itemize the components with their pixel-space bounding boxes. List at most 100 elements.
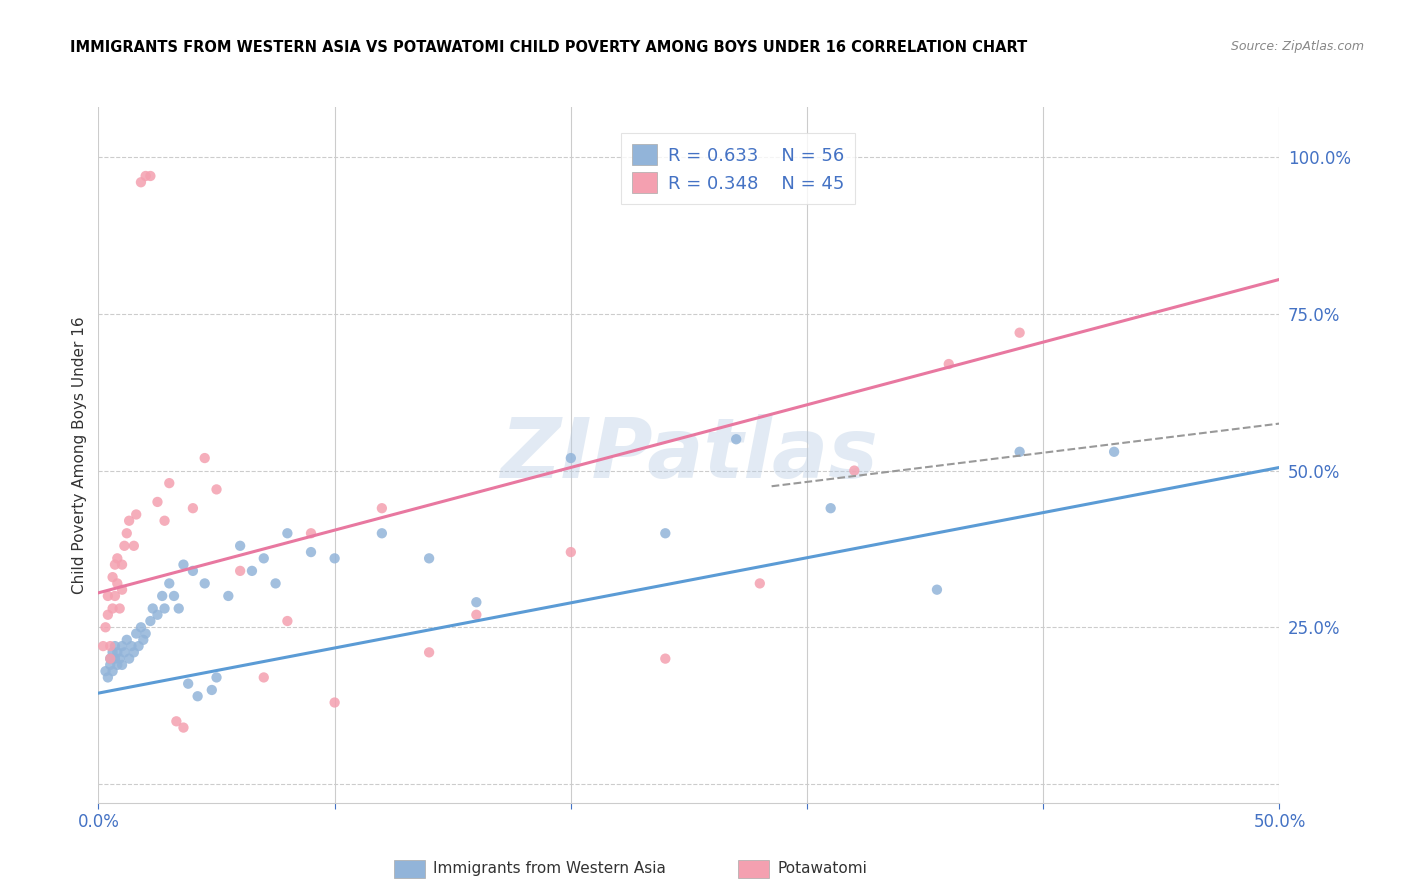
Point <box>150 589 173 603</box>
Point <box>201 683 224 698</box>
Point <box>98 651 121 665</box>
Text: Source: ZipAtlas.com: Source: ZipAtlas.com <box>1230 40 1364 54</box>
Point <box>205 670 228 684</box>
Point <box>654 526 676 541</box>
Point <box>129 620 152 634</box>
Point <box>264 576 287 591</box>
Point <box>125 508 148 522</box>
Point <box>129 175 152 189</box>
Point <box>111 582 134 597</box>
Point <box>108 601 131 615</box>
Point <box>938 357 960 371</box>
Point <box>172 558 194 572</box>
Point <box>105 657 128 672</box>
Point <box>146 607 169 622</box>
Text: IMMIGRANTS FROM WESTERN ASIA VS POTAWATOMI CHILD POVERTY AMONG BOYS UNDER 16 COR: IMMIGRANTS FROM WESTERN ASIA VS POTAWATO… <box>70 40 1028 55</box>
Point <box>418 645 440 659</box>
Point <box>299 526 322 541</box>
Point <box>371 501 394 516</box>
Point <box>142 601 165 615</box>
Point <box>101 601 124 615</box>
Text: ZIPatlas: ZIPatlas <box>501 415 877 495</box>
Point <box>194 451 217 466</box>
Point <box>111 639 134 653</box>
Point <box>194 576 217 591</box>
Point <box>105 576 128 591</box>
Point <box>229 539 252 553</box>
Point <box>925 582 948 597</box>
Point <box>111 558 134 572</box>
Point <box>128 639 150 653</box>
Point <box>105 551 128 566</box>
Point <box>104 639 127 653</box>
Text: Immigrants from Western Asia: Immigrants from Western Asia <box>433 862 666 876</box>
Point <box>725 432 748 446</box>
Point <box>101 664 124 678</box>
Point <box>748 576 770 591</box>
Point <box>240 564 263 578</box>
Point <box>139 614 162 628</box>
Point <box>98 657 121 672</box>
Point <box>177 676 200 690</box>
Point <box>820 501 842 516</box>
Point <box>560 451 582 466</box>
Point <box>165 714 187 729</box>
Point <box>112 539 135 553</box>
Point <box>91 639 114 653</box>
Point <box>560 545 582 559</box>
Point <box>654 651 676 665</box>
Point <box>153 514 176 528</box>
Point <box>97 607 120 622</box>
Point <box>118 651 141 665</box>
Point <box>153 601 176 615</box>
Point <box>465 607 488 622</box>
Point <box>163 589 186 603</box>
Point <box>1008 444 1031 458</box>
Point <box>115 632 138 647</box>
Point <box>205 483 228 497</box>
Point <box>157 576 180 591</box>
Point <box>253 670 276 684</box>
Legend: R = 0.633    N = 56, R = 0.348    N = 45: R = 0.633 N = 56, R = 0.348 N = 45 <box>621 134 855 204</box>
Point <box>104 558 127 572</box>
Point <box>98 639 121 653</box>
Point <box>229 564 252 578</box>
Point <box>122 539 145 553</box>
Point <box>94 620 117 634</box>
Point <box>98 651 121 665</box>
Point <box>118 514 141 528</box>
Point <box>181 564 204 578</box>
Point <box>276 614 298 628</box>
Point <box>167 601 190 615</box>
Point <box>323 551 346 566</box>
Point <box>157 476 180 491</box>
Point <box>371 526 394 541</box>
Point <box>94 664 117 678</box>
Point <box>181 501 204 516</box>
Point <box>115 526 138 541</box>
Point <box>187 690 209 704</box>
Point <box>125 626 148 640</box>
Point <box>104 651 127 665</box>
Point <box>135 626 157 640</box>
Point <box>97 670 120 684</box>
Point <box>465 595 488 609</box>
Point <box>101 645 124 659</box>
Point <box>217 589 239 603</box>
Point <box>112 645 135 659</box>
Point <box>146 495 169 509</box>
Point <box>121 639 143 653</box>
Point <box>253 551 276 566</box>
Point <box>111 657 134 672</box>
Point <box>1008 326 1031 340</box>
Point <box>139 169 162 183</box>
Point <box>105 645 128 659</box>
Point <box>1102 444 1125 458</box>
Point <box>299 545 322 559</box>
Y-axis label: Child Poverty Among Boys Under 16: Child Poverty Among Boys Under 16 <box>72 316 87 594</box>
Point <box>104 589 127 603</box>
Point <box>135 169 157 183</box>
Text: Potawatomi: Potawatomi <box>778 862 868 876</box>
Point <box>276 526 298 541</box>
Point <box>101 570 124 584</box>
